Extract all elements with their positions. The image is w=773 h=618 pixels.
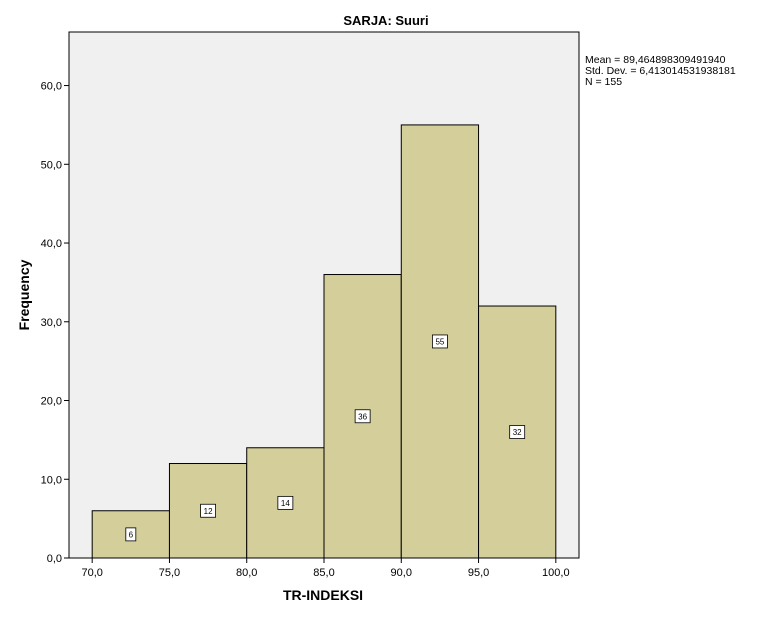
bar-label-box <box>277 495 294 510</box>
x-tick-label: 85,0 <box>313 567 334 579</box>
y-tick-label: 10,0 <box>41 474 62 486</box>
bar-data-label: 6 <box>129 530 134 539</box>
chart-title: SARJA: Suuri <box>343 13 428 28</box>
bar-labels-group: 6 12 14 36 55 32 <box>125 334 526 542</box>
x-tick-label: 100,0 <box>542 567 570 579</box>
x-tick-label: 95,0 <box>468 567 489 579</box>
x-tick-label: 80,0 <box>236 567 257 579</box>
y-tick-label: 50,0 <box>41 159 62 171</box>
x-tick-label: 70,0 <box>81 567 102 579</box>
stats-box: Mean = 89,464898309491940 Std. Dev. = 6,… <box>585 54 736 88</box>
y-axis-label: Frequency <box>16 259 32 330</box>
bar-label-box <box>354 409 371 424</box>
y-tick-label: 60,0 <box>41 81 62 93</box>
bar-label-box <box>125 527 137 542</box>
bar-data-label: 14 <box>281 499 290 508</box>
stats-std-dev: Std. Dev. = 6,413014531938181 <box>585 65 736 77</box>
stats-mean: Mean = 89,464898309491940 <box>585 54 726 66</box>
bar-label-box <box>509 425 526 439</box>
bar-data-label: 55 <box>435 337 444 346</box>
bar-data-label: 32 <box>513 428 522 437</box>
x-axis-label: TR-INDEKSI <box>283 587 363 603</box>
y-tick-label: 40,0 <box>41 238 62 250</box>
y-axis: 0,0 10,0 20,0 30,0 40,0 50,0 60,0 <box>41 81 69 565</box>
x-tick-label: 75,0 <box>159 567 180 579</box>
y-tick-label: 30,0 <box>41 317 62 329</box>
bar-data-label: 36 <box>358 412 367 421</box>
bar-data-label: 12 <box>204 507 213 516</box>
bar-label-box <box>200 503 216 518</box>
y-tick-label: 0,0 <box>47 553 62 565</box>
y-tick-label: 20,0 <box>41 396 62 408</box>
bar-label-box <box>432 334 448 349</box>
x-axis: 70,0 75,0 80,0 85,0 90,0 95,0 100,0 <box>81 558 570 579</box>
stats-n: N = 155 <box>585 76 622 88</box>
bars-group <box>91 124 557 559</box>
x-tick-label: 90,0 <box>391 567 412 579</box>
